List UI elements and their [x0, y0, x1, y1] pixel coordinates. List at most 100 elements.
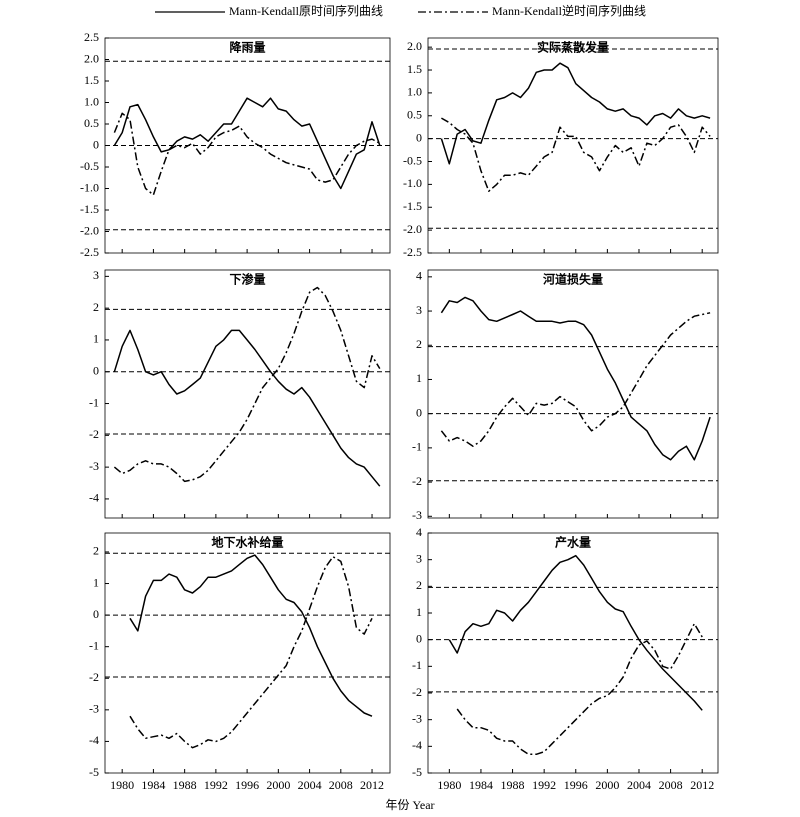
x-tick-label: 2000 [266, 778, 290, 792]
series-line [448, 554, 703, 711]
chart-title: 地下水补给量 [211, 535, 283, 550]
y-tick-label: 2 [93, 544, 99, 558]
series-line [113, 286, 381, 483]
plot-frame [104, 532, 391, 774]
y-tick-label: -1 [89, 638, 99, 652]
series-line [113, 112, 381, 196]
y-tick-label: -3 [412, 711, 422, 725]
x-tick-label: 2008 [659, 778, 683, 792]
y-tick-label: -5 [412, 765, 422, 779]
legend-label: Mann-Kendall逆时间序列曲线 [492, 3, 646, 18]
x-tick-label: 1992 [204, 778, 228, 792]
x-tick-label: 1992 [532, 778, 556, 792]
y-tick-label: -4 [89, 733, 99, 747]
x-tick-label: 1984 [469, 778, 493, 792]
x-tick-label: 2012 [360, 778, 384, 792]
chart-title: 产水量 [555, 535, 591, 550]
y-tick-label: -1 [412, 658, 422, 672]
y-tick-label: -4 [89, 491, 99, 505]
x-tick-label: 2000 [595, 778, 619, 792]
y-tick-label: -5 [89, 765, 99, 779]
y-tick-label: -1.0 [80, 180, 99, 194]
y-tick-label: 1.5 [407, 62, 422, 76]
chart-title: 降雨量 [229, 40, 265, 55]
y-tick-label: 0 [93, 137, 99, 151]
y-tick-label: 3 [416, 551, 422, 565]
x-tick-label: 2008 [329, 778, 353, 792]
y-tick-label: -1.5 [403, 199, 422, 213]
x-tick-label: 1988 [501, 778, 525, 792]
y-tick-label: 0 [416, 631, 422, 645]
y-tick-label: -1.0 [403, 176, 422, 190]
series-line [129, 555, 373, 749]
y-tick-label: 0 [93, 363, 99, 377]
chart-title: 河道损失量 [542, 272, 603, 287]
y-tick-label: 1.0 [407, 85, 422, 99]
y-tick-label: -2.5 [403, 245, 422, 259]
y-tick-label: 2.5 [84, 30, 99, 44]
y-tick-label: 4 [416, 525, 422, 539]
series-line [113, 97, 381, 190]
y-tick-label: -2.0 [403, 222, 422, 236]
chart-title: 实际蒸散发量 [537, 40, 609, 55]
y-tick-label: 0.5 [407, 108, 422, 122]
y-tick-label: 1 [416, 605, 422, 619]
y-tick-label: 1 [93, 332, 99, 346]
y-tick-label: 3 [93, 268, 99, 282]
y-tick-label: 0 [93, 607, 99, 621]
y-tick-label: -2.5 [80, 245, 99, 259]
x-tick-label: 1980 [437, 778, 461, 792]
legend-label: Mann-Kendall原时间序列曲线 [229, 3, 383, 18]
plot-frame [427, 37, 719, 254]
series-line [440, 312, 711, 447]
y-tick-label: 1.5 [84, 73, 99, 87]
y-tick-label: 4 [416, 269, 422, 283]
x-tick-label: 2004 [627, 778, 651, 792]
y-tick-label: 0 [416, 405, 422, 419]
y-tick-label: -1 [412, 440, 422, 454]
series-line [440, 296, 711, 461]
series-line [456, 622, 703, 756]
y-tick-label: 0 [416, 130, 422, 144]
y-tick-label: 1 [93, 575, 99, 589]
y-tick-label: -3 [412, 508, 422, 522]
y-tick-label: -2.0 [80, 223, 99, 237]
y-tick-label: 2 [93, 300, 99, 314]
x-tick-label: 1988 [173, 778, 197, 792]
series-line [113, 329, 381, 487]
x-tick-label: 1984 [141, 778, 165, 792]
y-tick-label: 0.5 [84, 116, 99, 130]
y-tick-label: 2.0 [407, 39, 422, 53]
y-tick-label: 1.0 [84, 94, 99, 108]
y-tick-label: -2 [89, 427, 99, 441]
y-tick-label: -1 [89, 395, 99, 409]
y-tick-label: 1 [416, 371, 422, 385]
y-tick-label: 2 [416, 337, 422, 351]
y-tick-label: -3 [89, 459, 99, 473]
series-line [440, 62, 711, 165]
plot-frame [427, 269, 719, 519]
x-tick-label: 1996 [564, 778, 588, 792]
x-axis-label: 年份 Year [385, 798, 434, 812]
y-tick-label: 2.0 [84, 51, 99, 65]
x-tick-label: 2004 [298, 778, 322, 792]
y-tick-label: -3 [89, 702, 99, 716]
y-tick-label: -0.5 [403, 153, 422, 167]
y-tick-label: -2 [412, 685, 422, 699]
y-tick-label: -0.5 [80, 159, 99, 173]
y-tick-label: 3 [416, 303, 422, 317]
y-tick-label: 2 [416, 578, 422, 592]
plot-frame [427, 532, 719, 774]
series-line [441, 117, 711, 192]
y-tick-label: -2 [412, 474, 422, 488]
x-tick-label: 1980 [110, 778, 134, 792]
y-tick-label: -2 [89, 670, 99, 684]
x-tick-label: 1996 [235, 778, 259, 792]
y-tick-label: -1.5 [80, 202, 99, 216]
x-tick-label: 2012 [690, 778, 714, 792]
y-tick-label: -4 [412, 738, 422, 752]
series-line [129, 554, 373, 717]
chart-title: 下渗量 [229, 272, 265, 287]
plot-frame [104, 269, 391, 519]
